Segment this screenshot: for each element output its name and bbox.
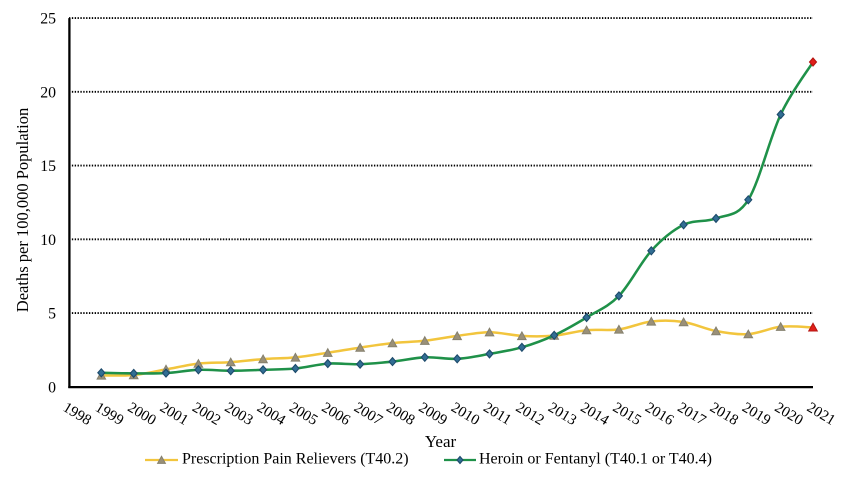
svg-text:2007: 2007	[351, 400, 385, 429]
svg-text:2008: 2008	[383, 400, 417, 429]
svg-text:0: 0	[48, 379, 56, 396]
svg-text:2004: 2004	[254, 400, 288, 429]
svg-text:2013: 2013	[545, 400, 579, 429]
svg-text:25: 25	[40, 11, 56, 28]
svg-text:2012: 2012	[513, 400, 547, 429]
svg-text:2018: 2018	[707, 400, 741, 429]
svg-text:Deaths per 100,000 Population: Deaths per 100,000 Population	[13, 108, 32, 312]
svg-text:2009: 2009	[416, 400, 450, 429]
svg-text:1999: 1999	[92, 400, 126, 429]
svg-text:2020: 2020	[772, 400, 806, 429]
svg-text:2011: 2011	[480, 400, 513, 429]
svg-text:2014: 2014	[578, 400, 612, 429]
svg-text:1998: 1998	[60, 400, 94, 429]
svg-text:2001: 2001	[157, 400, 191, 429]
svg-text:2005: 2005	[286, 400, 320, 429]
svg-text:2000: 2000	[125, 400, 159, 429]
svg-text:5: 5	[48, 306, 56, 323]
svg-text:2003: 2003	[222, 400, 256, 429]
svg-text:2006: 2006	[319, 400, 353, 429]
svg-text:2010: 2010	[448, 400, 482, 429]
svg-text:2019: 2019	[739, 400, 773, 429]
svg-text:20: 20	[40, 84, 56, 101]
svg-text:2016: 2016	[642, 400, 676, 429]
svg-text:2017: 2017	[675, 400, 709, 429]
svg-text:Year: Year	[425, 432, 457, 451]
svg-text:10: 10	[40, 232, 56, 249]
svg-text:Heroin or Fentanyl (T40.1 or T: Heroin or Fentanyl (T40.1 or T40.4)	[479, 451, 712, 468]
svg-text:2015: 2015	[610, 400, 644, 429]
svg-text:2021: 2021	[804, 400, 838, 429]
svg-text:15: 15	[40, 158, 56, 175]
svg-text:2002: 2002	[189, 400, 223, 429]
svg-text:Prescription Pain Relievers (T: Prescription Pain Relievers (T40.2)	[182, 451, 409, 468]
